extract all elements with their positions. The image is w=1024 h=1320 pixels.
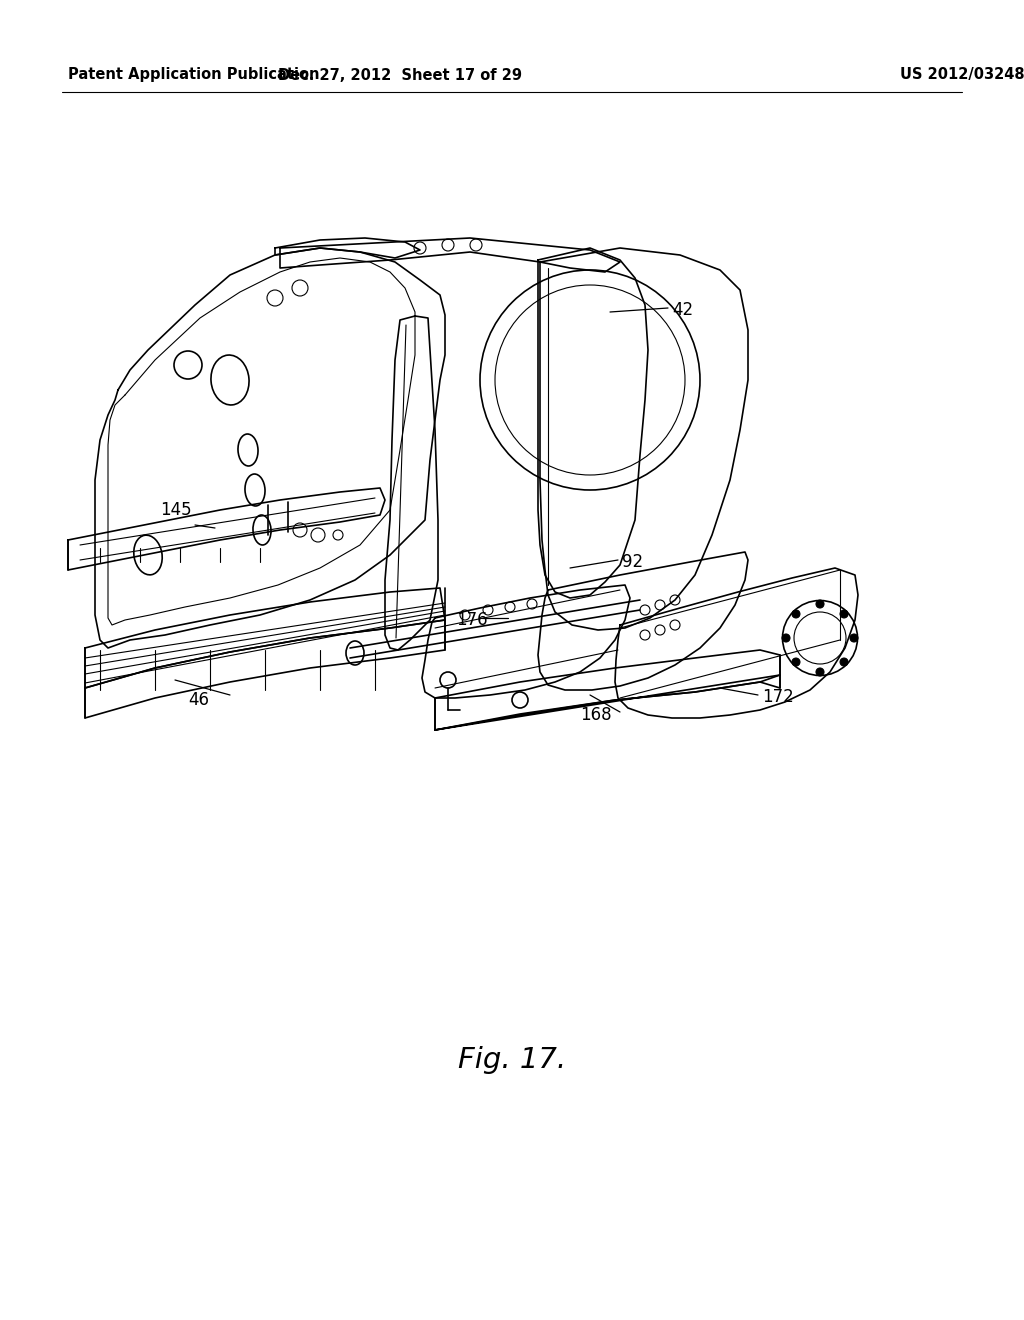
Text: 172: 172 bbox=[762, 688, 794, 706]
Circle shape bbox=[850, 634, 858, 642]
Text: Dec. 27, 2012  Sheet 17 of 29: Dec. 27, 2012 Sheet 17 of 29 bbox=[278, 67, 522, 82]
Circle shape bbox=[816, 601, 824, 609]
Circle shape bbox=[816, 668, 824, 676]
Text: Fig. 17.: Fig. 17. bbox=[458, 1045, 566, 1074]
Text: US 2012/0324855 A1: US 2012/0324855 A1 bbox=[900, 67, 1024, 82]
Text: 168: 168 bbox=[580, 706, 611, 723]
Circle shape bbox=[792, 610, 800, 618]
Text: 176: 176 bbox=[456, 611, 487, 630]
Text: 46: 46 bbox=[188, 690, 209, 709]
Circle shape bbox=[840, 659, 848, 667]
Text: Patent Application Publication: Patent Application Publication bbox=[68, 67, 319, 82]
Text: 42: 42 bbox=[672, 301, 693, 319]
Circle shape bbox=[792, 659, 800, 667]
Text: 92: 92 bbox=[622, 553, 643, 572]
Text: 145: 145 bbox=[160, 502, 191, 519]
Circle shape bbox=[840, 610, 848, 618]
Circle shape bbox=[782, 634, 790, 642]
